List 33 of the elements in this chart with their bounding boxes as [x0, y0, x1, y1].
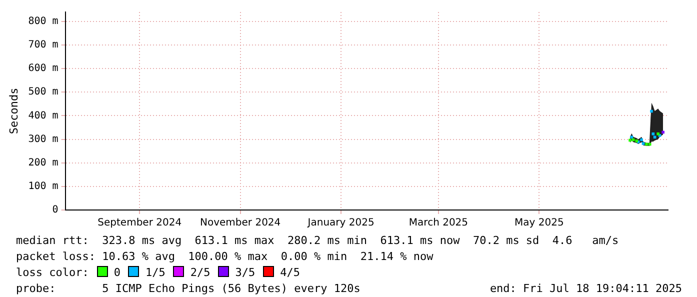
point	[640, 138, 643, 142]
x-tick-label: September 2024	[98, 218, 182, 229]
y-tick-label: 200 m	[28, 157, 58, 168]
y-tick-label: 800 m	[28, 16, 58, 28]
y-tick-label: 600 m	[28, 63, 58, 74]
y-tick-label: 400 m	[28, 110, 58, 122]
legend-label: 0	[114, 266, 120, 279]
legend-label: 1/5	[145, 266, 166, 279]
y-tick-label: 0	[52, 204, 58, 216]
x-tick-label: March 2025	[408, 218, 468, 229]
point	[642, 142, 645, 145]
point	[648, 142, 652, 146]
point	[652, 132, 655, 136]
text: end: Fri Jul 18 19:04:11 2025	[490, 281, 682, 297]
text: packet loss: 10.63 % avg 100.00 % max 0.00 % min 21.14 % now	[16, 249, 434, 265]
legend-label: 4/5	[280, 266, 300, 279]
point	[650, 110, 653, 113]
x-tick-label: January 2025	[306, 218, 374, 229]
y-tick-label: 500 m	[28, 86, 58, 98]
legend-title: loss color:	[16, 266, 89, 279]
y-tick-label: 100 m	[28, 181, 58, 192]
y-tick-label: 700 m	[28, 40, 58, 51]
x-tick-label: May 2025	[514, 218, 564, 229]
legend-label: 3/5	[235, 266, 256, 279]
point	[628, 138, 632, 142]
y-axis-title: Seconds	[7, 88, 20, 134]
legend-label: 2/5	[190, 266, 210, 279]
point	[662, 130, 664, 134]
y-tick-label: 300 m	[28, 134, 58, 145]
point	[645, 142, 648, 146]
text: median rtt: 323.8 ms avg 613.1 ms max 280.2 ms min 613.1 ms now 70.2 ms sd 4.6 am/s	[16, 233, 620, 249]
text: probe: 5 ICMP Echo Pings (56 Bytes) every 120s	[16, 282, 360, 295]
x-tick-label: November 2024	[200, 218, 281, 229]
